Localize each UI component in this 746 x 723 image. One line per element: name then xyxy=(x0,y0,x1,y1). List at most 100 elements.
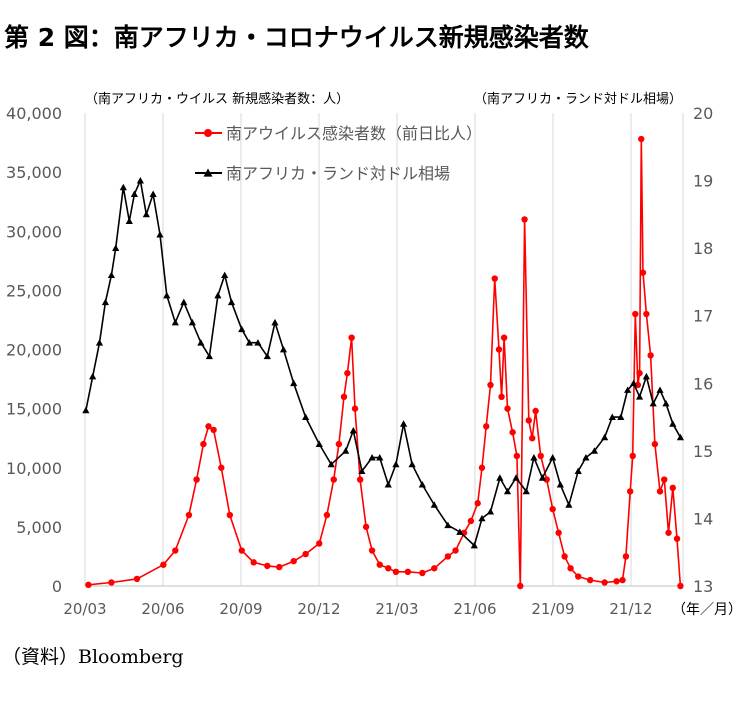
data-point xyxy=(362,523,370,531)
data-point xyxy=(632,310,639,318)
data-point xyxy=(171,318,179,326)
data-point xyxy=(344,369,351,377)
data-point xyxy=(483,423,490,430)
legend: 南アウイルス感染者数（前日比人） 南アフリカ・ランド対ドル相場 xyxy=(195,124,482,183)
data-point xyxy=(677,582,684,590)
data-point xyxy=(634,381,642,389)
data-point xyxy=(136,176,144,184)
legend-label: 南アウイルス感染者数（前日比人） xyxy=(226,124,482,143)
data-point xyxy=(290,557,297,565)
data-point xyxy=(613,578,620,585)
data-point xyxy=(601,579,608,586)
legend-label: 南アフリカ・ランド対ドル相場 xyxy=(226,164,450,183)
data-point xyxy=(495,346,503,353)
data-point xyxy=(279,345,288,353)
y-tick-label: 20,000 xyxy=(6,341,62,360)
data-point xyxy=(340,393,348,400)
series-rand-usd xyxy=(82,176,685,549)
data-point xyxy=(636,369,643,377)
data-point xyxy=(368,454,376,461)
data-point xyxy=(238,325,246,333)
data-point xyxy=(315,440,323,447)
data-point xyxy=(521,216,528,223)
data-point xyxy=(133,575,141,583)
data-point xyxy=(567,565,574,572)
data-point xyxy=(444,521,452,529)
data-point xyxy=(543,476,550,483)
data-point xyxy=(271,318,279,326)
data-point xyxy=(149,190,157,197)
y2-tick-label: 18 xyxy=(693,239,713,258)
data-point xyxy=(629,452,636,460)
data-point xyxy=(330,476,337,483)
data-point xyxy=(504,405,511,412)
data-point xyxy=(538,474,547,481)
data-point xyxy=(327,460,335,468)
data-point xyxy=(302,413,310,420)
data-point xyxy=(125,217,133,224)
data-point xyxy=(444,553,452,560)
data-point xyxy=(669,420,677,427)
data-point xyxy=(227,298,236,306)
data-point xyxy=(384,481,392,488)
data-point xyxy=(214,291,222,299)
data-point xyxy=(574,467,582,475)
data-point xyxy=(392,568,400,576)
data-point xyxy=(530,454,538,461)
data-point xyxy=(323,511,331,519)
y-tick-label: 25,000 xyxy=(6,281,62,300)
data-point xyxy=(316,540,323,547)
data-point xyxy=(221,271,229,279)
data-point xyxy=(649,399,657,407)
data-point xyxy=(626,488,634,495)
data-point xyxy=(200,440,207,448)
data-point xyxy=(470,541,478,549)
data-point xyxy=(342,447,350,454)
data-point xyxy=(205,352,213,360)
data-point xyxy=(656,488,664,495)
data-point xyxy=(302,550,309,558)
y2-tick-label: 17 xyxy=(693,307,713,326)
data-point xyxy=(525,417,533,424)
data-point xyxy=(193,476,200,483)
data-point xyxy=(509,429,516,436)
data-point xyxy=(635,393,644,400)
data-point xyxy=(335,440,343,448)
data-point xyxy=(85,581,92,589)
y2-tick-label: 14 xyxy=(693,509,713,528)
x-tick-label: 21/12 xyxy=(609,600,652,618)
data-point xyxy=(101,298,110,306)
y-tick-label: 15,000 xyxy=(6,400,62,419)
data-point xyxy=(430,501,438,508)
data-point xyxy=(89,372,97,380)
data-point xyxy=(474,500,481,507)
data-point xyxy=(107,271,116,279)
data-point xyxy=(565,501,573,508)
data-point xyxy=(218,464,225,471)
data-point xyxy=(487,381,494,389)
data-point xyxy=(392,460,400,468)
y-tick-label: 35,000 xyxy=(6,163,62,182)
data-point xyxy=(608,413,616,420)
data-point xyxy=(431,565,438,572)
axes: 20/03 20/06 20/09 20/12 21/03 21/06 21/09 21/12… xyxy=(6,91,742,618)
data-point xyxy=(419,569,426,577)
data-point xyxy=(673,535,681,542)
y2-tick-label: 19 xyxy=(693,172,713,191)
data-point xyxy=(156,231,164,238)
series-new-cases xyxy=(85,135,684,590)
y-tick-label: 10,000 xyxy=(6,459,62,478)
data-point xyxy=(348,334,355,341)
data-point xyxy=(638,135,645,143)
data-point xyxy=(622,553,630,560)
data-point xyxy=(491,275,498,282)
data-point xyxy=(665,529,672,536)
data-point xyxy=(226,511,234,519)
data-point xyxy=(513,452,521,460)
data-point xyxy=(351,405,359,412)
series-line xyxy=(88,138,682,587)
data-point xyxy=(601,433,609,441)
data-point xyxy=(561,553,568,560)
data-point xyxy=(264,562,271,570)
data-point xyxy=(399,420,408,427)
